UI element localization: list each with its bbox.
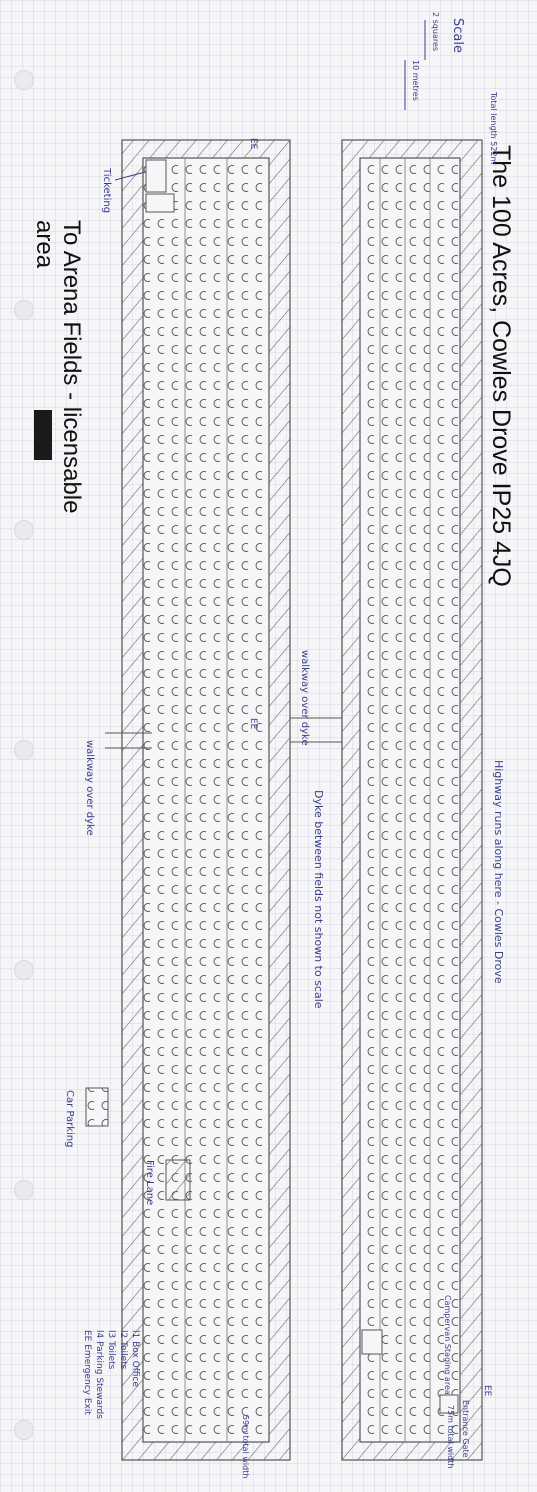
right-field — [341, 139, 483, 1461]
legend-toilets-1: l2 Toilets — [118, 1330, 128, 1370]
walkway-top-label: walkway over dyke — [299, 650, 310, 746]
map-title: The 100 Acres, Cowles Drove IP25 4JQ — [487, 145, 515, 587]
binder-hole — [14, 1420, 34, 1440]
scale-big-label: 10 metres — [411, 60, 420, 101]
legend-parking-stewards: l4 Parking Stewards — [94, 1330, 104, 1419]
ee-label-right: EE — [482, 1385, 492, 1397]
highway-label: Highway runs along here - Cowles Drove — [492, 760, 505, 984]
ee-label-left-top: EE — [248, 138, 258, 150]
ee-label-left-mid: EE — [248, 718, 258, 730]
scale-small-label: 2 squares — [431, 12, 440, 52]
scale-label: Scale — [450, 18, 465, 53]
legend-swatches — [85, 1087, 191, 1201]
legend-emergency-exit: EE Emergency Exit — [82, 1330, 92, 1415]
binder-hole — [14, 70, 34, 90]
total-length-label: Total length 522m — [489, 92, 498, 165]
scale-arrows — [404, 20, 426, 110]
dyke-walkway — [290, 717, 342, 743]
map-subtitle: To Arena Fields - licensable area — [31, 220, 85, 513]
ticketing-arrow — [114, 171, 146, 181]
fire-lane-label: Fire Lane — [144, 1160, 155, 1206]
subtitle-line-2: area — [31, 220, 58, 269]
dyke-note: Dyke between fields not shown to scale — [312, 790, 325, 1009]
campervan-label: Campervan Staging area — [443, 1295, 452, 1395]
width-left-label: 59m total width — [241, 1415, 250, 1479]
binder-hole — [14, 1180, 34, 1200]
entrance-gate-label: Entrance Gate — [461, 1400, 470, 1458]
binder-hole — [14, 520, 34, 540]
binder-hole — [14, 960, 34, 980]
walkway-left-label: walkway over dyke — [84, 740, 95, 836]
binder-hole — [14, 740, 34, 760]
width-right-label: 75m total width — [446, 1405, 455, 1469]
binder-hole — [14, 300, 34, 320]
redaction-block — [34, 410, 52, 460]
left-field — [105, 139, 291, 1461]
subtitle-line-1: To Arena Fields - licensable — [58, 220, 85, 514]
ticketing-label: Ticketing — [101, 168, 112, 214]
legend-toilets-2: l3 Toilets — [106, 1330, 116, 1370]
car-parking-label: Car Parking — [64, 1090, 75, 1148]
legend-box-office: l1 Box Office — [130, 1330, 140, 1387]
